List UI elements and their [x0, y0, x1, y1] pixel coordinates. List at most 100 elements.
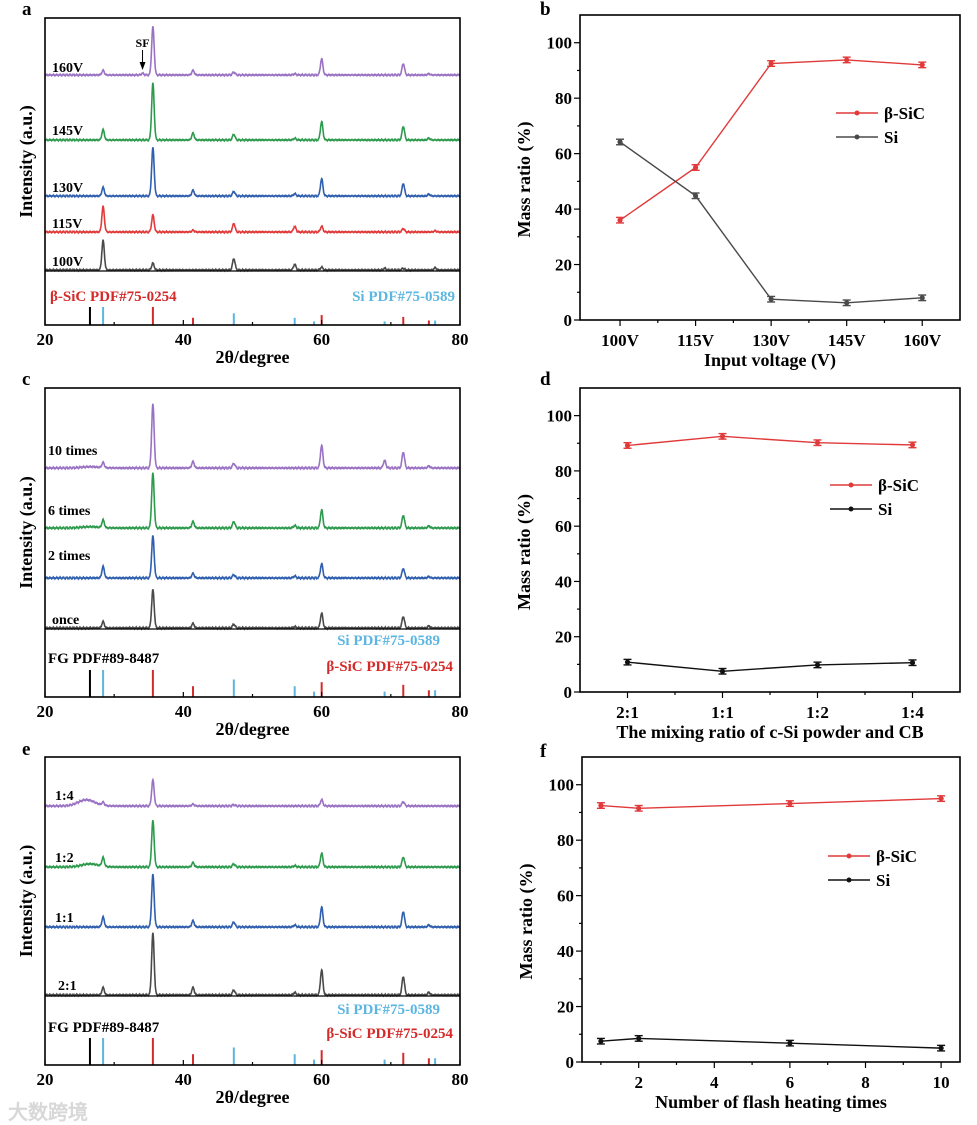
legend-label-sic: β-SiC [878, 476, 919, 495]
panel-letter: a [22, 0, 32, 20]
xrd-trace-145V [44, 82, 461, 143]
data-point-si [692, 193, 699, 199]
y-axis-label: Intensity (a.u.) [16, 105, 37, 218]
data-point-si [919, 295, 925, 301]
x-tick-label: 6 [786, 1073, 795, 1092]
data-point-sic [624, 442, 631, 449]
trace-label: 2:1 [58, 979, 77, 994]
x-tick-label: 115V [677, 331, 715, 350]
trace-label: 1:1 [55, 911, 74, 926]
data-point-sic [768, 60, 774, 67]
x-tick-label: 145V [828, 331, 867, 350]
reference-label: β-SiC PDF#75-0254 [326, 1026, 453, 1042]
y-tick-label: 20 [555, 256, 572, 275]
xrd-trace-1:1 [44, 873, 461, 930]
legend-marker-si [848, 506, 854, 512]
x-tick-label: 20 [37, 330, 54, 349]
reference-label: β-SiC PDF#75-0254 [50, 289, 177, 305]
panel-letter: e [22, 739, 30, 760]
data-point-sic [617, 217, 623, 223]
x-tick-label: 8 [861, 1073, 870, 1092]
legend-marker-si [854, 134, 860, 140]
data-point-si [787, 1040, 793, 1046]
y-tick-label: 80 [555, 462, 572, 481]
panel-e: e 2:1 1:1 1:2 1:4 FG PDF#89-8487 Si PDF#75-058… [16, 739, 469, 1107]
xrd-trace-1:4 [44, 777, 461, 809]
y-tick-label: 20 [557, 998, 574, 1017]
y-axis-label: Mass ratio (%) [514, 494, 535, 610]
trace-label: 1:2 [55, 851, 74, 866]
trace-label: 145V [52, 124, 83, 139]
y-axis-label: Intensity (a.u.) [16, 476, 37, 589]
xrd-trace-115V [44, 205, 461, 235]
x-axis-label: Input voltage (V) [704, 350, 836, 371]
reference-label: FG PDF#89-8487 [48, 1020, 160, 1036]
trace-label: 6 times [48, 504, 91, 519]
data-point-si [617, 139, 623, 145]
y-tick-label: 40 [557, 942, 574, 961]
series-line-si [619, 141, 923, 304]
x-tick-label: 130V [752, 331, 791, 350]
plot-frame [44, 756, 461, 1066]
x-tick-label: 40 [175, 1070, 192, 1089]
plot-frame [581, 756, 961, 1063]
x-tick-label: 40 [175, 702, 192, 721]
y-tick-label: 0 [566, 1053, 575, 1072]
reference-label: Si PDF#75-0589 [337, 1002, 440, 1018]
x-tick-label: 60 [313, 1070, 330, 1089]
series-line-sic [627, 435, 913, 447]
reference-label: Si PDF#75-0589 [337, 633, 440, 649]
xrd-trace-1:2 [44, 820, 461, 870]
x-tick-label: 10 [933, 1073, 950, 1092]
panel-f: f 0 20 40 60 80 100 2 4 6 8 10 Number of flash heati… [516, 741, 961, 1112]
reference-label: FG PDF#89-8487 [48, 651, 160, 667]
data-point-si [636, 1035, 642, 1042]
trace-label: 130V [52, 181, 83, 196]
x-tick-label: 2 [634, 1073, 643, 1092]
series-line-sic [600, 797, 942, 809]
x-tick-label: 2:1 [616, 703, 639, 722]
x-tick-label: 1:2 [806, 703, 829, 722]
x-tick-label: 80 [452, 330, 469, 349]
legend-marker-sic [848, 482, 854, 488]
data-point-sic [814, 440, 821, 446]
x-axis-label: The mixing ratio of c-Si powder and CB [616, 722, 923, 742]
x-tick-label: 1:4 [901, 703, 924, 722]
xrd-trace-2-times [44, 535, 461, 581]
plot-frame [579, 14, 961, 321]
y-tick-label: 0 [564, 683, 573, 702]
x-tick-label: 60 [313, 330, 330, 349]
xrd-trace-6-times [44, 472, 461, 531]
x-axis-label: 2θ/degree [215, 1087, 289, 1107]
x-tick-label: 160V [903, 331, 942, 350]
panel-letter: d [540, 369, 551, 390]
x-axis-label: Number of flash heating times [655, 1092, 887, 1112]
x-tick-label: 100V [601, 331, 640, 350]
series-line-sic [619, 59, 923, 221]
y-tick-label: 40 [555, 572, 572, 591]
series-line-si [627, 661, 913, 672]
series-line-si [600, 1037, 942, 1049]
legend-marker-si [846, 877, 852, 883]
data-point-sic [787, 800, 793, 807]
xrd-trace-10-times [44, 403, 461, 471]
panel-c: c once 2 times 6 times 10 times FG PDF#89-848… [16, 369, 469, 739]
panel-letter: b [540, 0, 551, 20]
trace-label: 1:4 [55, 789, 74, 804]
data-point-sic [938, 795, 944, 802]
legend-marker-sic [854, 110, 860, 116]
xrd-trace-160V [44, 26, 461, 78]
x-tick-label: 1:1 [711, 703, 734, 722]
y-tick-label: 60 [557, 887, 574, 906]
data-point-sic [692, 164, 699, 171]
legend-marker-sic [846, 853, 852, 859]
panel-b: b 0 20 40 60 80 100 100V 115V 130V 145V 160V Input v… [514, 0, 961, 371]
x-tick-label: 20 [37, 702, 54, 721]
xrd-trace-once [44, 589, 461, 631]
trace-label: 2 times [48, 549, 91, 564]
y-tick-label: 100 [549, 776, 575, 795]
y-tick-label: 20 [555, 628, 572, 647]
sf-annotation: SF [136, 36, 150, 50]
x-tick-label: 80 [452, 1070, 469, 1089]
